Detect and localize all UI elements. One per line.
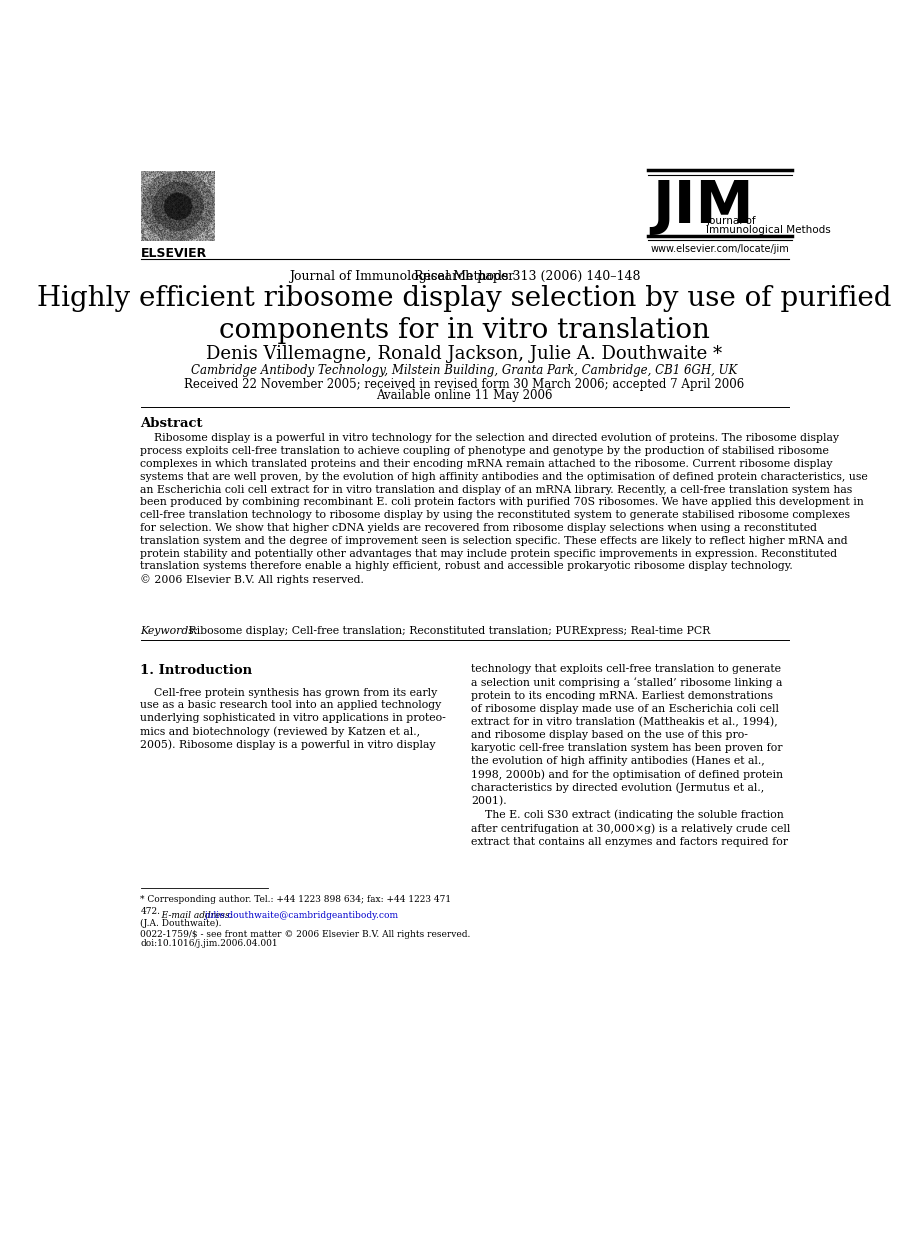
Text: Ribosome display; Cell-free translation; Reconstituted translation; PURExpress; : Ribosome display; Cell-free translation;… [185,626,711,636]
Text: JIM: JIM [652,178,754,235]
Text: 1. Introduction: 1. Introduction [141,665,253,677]
Text: julie.douthwaite@cambridgeantibody.com: julie.douthwaite@cambridgeantibody.com [201,911,398,920]
Text: Available online 11 May 2006: Available online 11 May 2006 [376,389,552,402]
Text: Cell-free protein synthesis has grown from its early
use as a basic research too: Cell-free protein synthesis has grown fr… [141,687,446,750]
Text: 0022-1759/$ - see front matter © 2006 Elsevier B.V. All rights reserved.: 0022-1759/$ - see front matter © 2006 El… [141,930,471,940]
Text: Journal of: Journal of [707,217,756,227]
Text: E-mail address:: E-mail address: [153,911,232,920]
Text: Research paper: Research paper [414,270,514,284]
Text: doi:10.1016/j.jim.2006.04.001: doi:10.1016/j.jim.2006.04.001 [141,938,278,947]
Text: Journal of Immunological Methods 313 (2006) 140–148: Journal of Immunological Methods 313 (20… [288,270,640,284]
Text: Denis Villemagne, Ronald Jackson, Julie A. Douthwaite *: Denis Villemagne, Ronald Jackson, Julie … [207,345,723,363]
Text: Abstract: Abstract [141,417,203,431]
Text: Ribosome display is a powerful in vitro technology for the selection and directe: Ribosome display is a powerful in vitro … [141,433,868,586]
Text: Keywords:: Keywords: [141,626,198,636]
Text: Received 22 November 2005; received in revised form 30 March 2006; accepted 7 Ap: Received 22 November 2005; received in r… [184,378,745,391]
Text: Highly efficient ribosome display selection by use of purified
components for in: Highly efficient ribosome display select… [37,285,892,344]
Text: Immunological Methods: Immunological Methods [707,225,831,235]
Text: Cambridge Antibody Technology, Milstein Building, Granta Park, Cambridge, CB1 6G: Cambridge Antibody Technology, Milstein … [191,364,737,378]
Text: ELSEVIER: ELSEVIER [141,248,207,260]
Text: * Corresponding author. Tel.: +44 1223 898 634; fax: +44 1223 471
472.: * Corresponding author. Tel.: +44 1223 8… [141,895,452,916]
Text: (J.A. Douthwaite).: (J.A. Douthwaite). [141,920,222,928]
Text: technology that exploits cell-free translation to generate
a selection unit comp: technology that exploits cell-free trans… [472,665,791,847]
Text: www.elsevier.com/locate/jim: www.elsevier.com/locate/jim [650,244,789,254]
